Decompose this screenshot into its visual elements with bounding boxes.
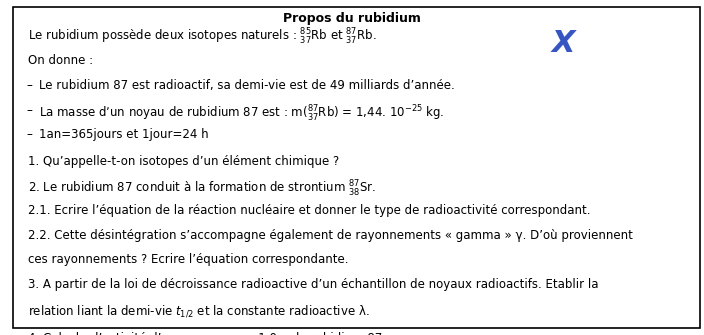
Text: 2.2. Cette désintégration s’accompagne également de rayonnements « gamma » γ. D’: 2.2. Cette désintégration s’accompagne é… [28, 229, 633, 242]
Text: X: X [551, 29, 575, 58]
Text: On donne :: On donne : [28, 54, 94, 67]
Text: Le rubidium 87 est radioactif, sa demi-vie est de 49 milliards d’année.: Le rubidium 87 est radioactif, sa demi-v… [39, 79, 455, 92]
Text: 3. A partir de la loi de décroissance radioactive d’un échantillon de noyaux rad: 3. A partir de la loi de décroissance ra… [28, 278, 598, 291]
Text: 1. Qu’appelle-t-on isotopes d’un élément chimique ?: 1. Qu’appelle-t-on isotopes d’un élément… [28, 154, 339, 168]
Text: La masse d’un noyau de rubidium 87 est : m($^{87}_{37}$Rb) = 1,44. 10$^{-25}$ kg: La masse d’un noyau de rubidium 87 est :… [39, 104, 444, 124]
Text: –: – [26, 128, 32, 141]
Text: relation liant la demi-vie $t_{1/2}$ et la constante radioactive λ.: relation liant la demi-vie $t_{1/2}$ et … [28, 303, 370, 319]
Text: Le rubidium possède deux isotopes naturels : $^{85}_{37}$Rb et $^{87}_{37}$Rb.: Le rubidium possède deux isotopes nature… [28, 27, 377, 47]
Text: Propos du rubidium: Propos du rubidium [283, 12, 421, 25]
Text: 1an=365jours et 1jour=24 h: 1an=365jours et 1jour=24 h [39, 128, 208, 141]
Text: 4. Calculer l’activité d’une masse m = 1,0 g de rubidium 87.: 4. Calculer l’activité d’une masse m = 1… [28, 332, 386, 335]
Text: –: – [26, 79, 32, 92]
Text: –: – [26, 104, 32, 117]
Text: ces rayonnements ? Ecrire l’équation correspondante.: ces rayonnements ? Ecrire l’équation cor… [28, 253, 348, 266]
Text: 2.1. Ecrire l’équation de la réaction nucléaire et donner le type de radioactivi: 2.1. Ecrire l’équation de la réaction nu… [28, 204, 591, 217]
Text: 2. Le rubidium 87 conduit à la formation de strontium $^{87}_{38}$Sr.: 2. Le rubidium 87 conduit à la formation… [28, 179, 376, 199]
